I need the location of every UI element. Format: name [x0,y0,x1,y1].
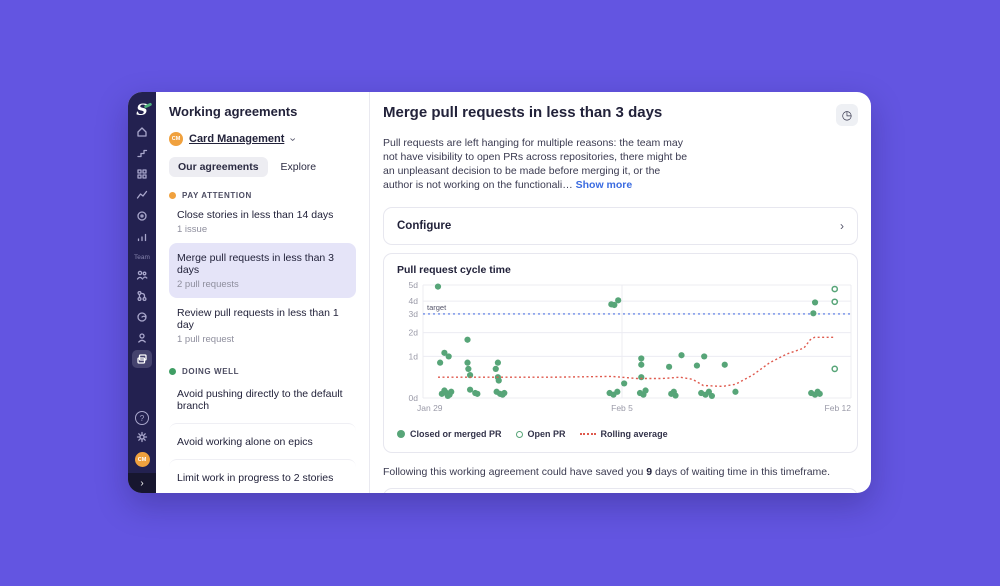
history-icon[interactable]: ◷ [836,104,858,126]
main-header: Merge pull requests in less than 3 days … [383,104,858,126]
chevron-right-icon: › [140,477,144,489]
sidebar-team-label: Team [134,254,150,261]
cycle-time-chart-card: Pull request cycle time 0d 1d 2d 3d 4d 5d Jan … [383,253,858,453]
open-swatch-icon [515,430,523,438]
tab-our-agreements[interactable]: Our agreements [169,157,268,177]
work-log-icon[interactable] [132,144,152,162]
pull-request-icon[interactable] [132,287,152,305]
agreement-title: Avoid pushing directly to the default br… [177,388,343,412]
status-dot [169,192,176,199]
status-dot [169,368,176,375]
legend-label: Rolling average [600,429,668,439]
main-content: Merge pull requests in less than 3 days … [370,92,871,493]
panel-title: Working agreements [169,104,298,119]
panel-tabs: Our agreements Explore [169,157,356,177]
svg-text:Feb 5: Feb 5 [611,403,633,413]
svg-text:0d: 0d [409,393,419,403]
sidebar-collapse-button[interactable]: › [128,473,156,493]
savings-prefix: Following this working agreement could h… [383,466,647,478]
agreement-description: Pull requests are left hanging for multi… [383,136,688,192]
team-selector[interactable]: CM Card Management › [169,132,356,146]
configure-label: Configure [397,220,452,232]
agreement-list-item[interactable]: Close stories in less than 14 days 1 issu… [169,200,356,243]
working-agreements-panel: Working agreements CM Card Management › … [156,92,370,493]
insights-chart-icon[interactable] [132,186,152,204]
home-icon[interactable] [132,123,152,141]
svg-text:3d: 3d [409,309,419,319]
agreement-title: Close stories in less than 14 days [177,209,334,221]
filled-swatch-icon [397,430,405,438]
legend-item-dashed: Rolling average [579,429,668,439]
agreement-issue-count: 2 pull requests [177,279,239,290]
agreement-title: Avoid working alone on epics [177,436,313,448]
svg-text:target: target [427,303,447,312]
legend-item-open: Open PR [515,429,566,439]
svg-text:1d: 1d [409,351,419,361]
team-selector-label: Card Management [189,133,285,145]
agreement-list-item[interactable]: Review pull requests in less than 1 day 1… [169,298,356,353]
chart-title: Pull request cycle time [397,264,511,276]
agreement-issue-count: 1 issue [177,224,208,235]
chevron-down-icon: › [286,137,299,141]
show-more-link[interactable]: Show more [575,179,633,191]
help-icon[interactable]: ? [135,411,149,425]
team-badge: CM [169,132,183,146]
settings-gear-icon[interactable] [132,428,152,446]
svg-text:4d: 4d [409,296,419,306]
sidebar-icon-group-team [132,263,152,368]
chart-legend: Closed or merged PR Open PR Rolling averag… [397,429,844,439]
configure-row[interactable]: Configure › [383,207,858,245]
cycle-time-chart: 0d 1d 2d 3d 4d 5d Jan 29 Feb 5 Feb 12 target [409,280,852,413]
chevron-right-icon: › [840,219,844,233]
legend-label: Open PR [527,429,566,439]
agreement-list: Close stories in less than 14 days 1 issu… [169,200,356,353]
agreement-list-item[interactable]: Merge pull requests in less than 3 days 2… [169,243,356,298]
section-label: PAY ATTENTION [182,191,252,200]
svg-text:Jan 29: Jan 29 [417,403,443,413]
logo-leaf-accent [143,102,153,109]
section-header: DOING WELL [169,367,356,376]
savings-summary: Following this working agreement could h… [383,466,858,478]
svg-text:5d: 5d [409,280,419,290]
people-icon[interactable] [132,266,152,284]
sprint-circle-icon[interactable] [132,308,152,326]
agreement-list-item[interactable]: Avoid working alone on epics [169,423,356,459]
agreement-title: Merge pull requests in less than 3 days [177,252,335,276]
legend-label: Closed or merged PR [410,429,502,439]
agreement-issue-count: 1 pull request [177,334,235,345]
app-window: S Team ? CM › Working agreements CM Card… [128,92,871,493]
legend-item-filled: Closed or merged PR [397,429,502,439]
agreement-title: Review pull requests in less than 1 day [177,307,339,331]
agreement-list-item[interactable]: Limit work in progress to 2 stories [169,459,356,493]
section-label: DOING WELL [182,367,240,376]
working-agreements-icon[interactable] [132,350,152,368]
tab-explore[interactable]: Explore [280,161,317,173]
sidebar: S Team ? CM › [128,92,156,493]
apps-grid-icon[interactable] [132,165,152,183]
agreement-list: Avoid pushing directly to the default br… [169,376,356,493]
target-icon[interactable] [132,207,152,225]
savings-suffix: days of waiting time in this timeframe. [652,466,831,478]
svg-text:2d: 2d [409,328,419,338]
agreement-list-item[interactable]: Avoid pushing directly to the default br… [169,376,356,423]
user-avatar[interactable]: CM [134,452,150,467]
svg-text:Feb 12: Feb 12 [825,403,852,413]
member-icon[interactable] [132,329,152,347]
app-logo[interactable]: S [133,100,153,120]
agreement-sections: PAY ATTENTION Close stories in less than … [169,177,356,493]
page-title: Merge pull requests in less than 3 days [383,104,663,121]
report-bars-icon[interactable] [132,228,152,246]
savings-value: 9 [646,466,653,478]
exceptions-row[interactable]: Exceptions › [383,488,858,493]
agreement-title: Limit work in progress to 2 stories [177,472,334,484]
description-text: Pull requests are left hanging for multi… [383,137,688,191]
section-header: PAY ATTENTION [169,191,356,200]
sidebar-icon-group-top [132,120,152,246]
dashed-swatch-icon [579,433,596,435]
